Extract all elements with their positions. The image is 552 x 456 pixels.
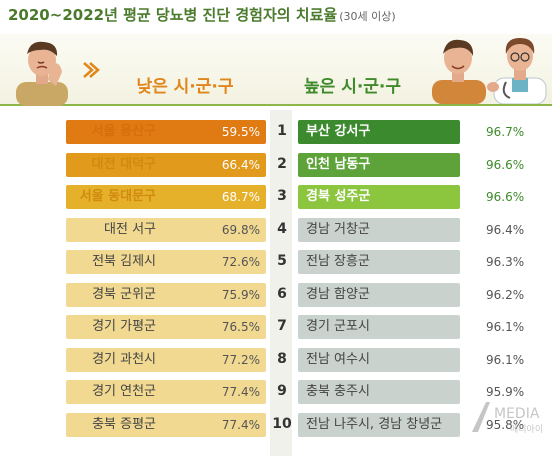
low-region-name: 경기 과천시 (92, 351, 156, 367)
low-value-label: 66.4% (221, 157, 260, 172)
high-header: 높은 시·군·구 (304, 77, 402, 97)
rank-number: 4 (277, 220, 287, 237)
rank-number: 2 (277, 155, 287, 172)
high-region-name: 전남 장흥군 (306, 254, 370, 269)
low-value-label: 77.4% (221, 417, 260, 432)
watermark-sub: 메디아이 (510, 424, 543, 435)
rank-number: 7 (277, 318, 287, 334)
high-bar (298, 380, 460, 404)
low-region-name: 대전 대덕구 (91, 156, 156, 172)
rank-number: 10 (272, 415, 292, 432)
low-region-name: 전북 김제시 (92, 254, 156, 269)
low-value-label: 75.9% (221, 287, 260, 302)
high-bar (298, 217, 460, 242)
low-value-label: 72.6% (221, 255, 260, 269)
low-header: 낮은 시·군·구 (136, 77, 234, 97)
high-region-name: 부산 강서구 (306, 124, 371, 139)
high-bar (298, 412, 460, 437)
chart-title: 2020~2022년 평균 당뇨병 진단 경험자의 치료율 (30세 이상) (8, 4, 548, 26)
high-bar (298, 347, 460, 372)
rank-number: 1 (277, 123, 287, 139)
high-value-label: 96.2% (486, 287, 525, 302)
chart-title-sub: (30세 이상) (339, 10, 396, 23)
watermark-text: MEDIA (494, 406, 540, 422)
high-value-label: 95.9% (486, 385, 525, 399)
low-bar (66, 412, 266, 437)
rank-number: 5 (277, 253, 287, 269)
low-region-name: 충북 증평군 (92, 416, 156, 432)
low-region-name: 경기 연천군 (92, 384, 156, 399)
high-value-label: 96.3% (486, 255, 525, 269)
media-watermark: MEDIA 메디아이 (472, 402, 543, 435)
high-region-name: 전남 나주시, 경남 창녕군 (306, 416, 443, 432)
double-arrow-icon (83, 62, 100, 78)
frustrated-man-icon (16, 41, 68, 106)
high-region-name: 충북 충주시 (306, 384, 370, 399)
high-value-label: 96.4% (486, 222, 525, 237)
high-region-name: 경남 함양군 (306, 286, 370, 302)
high-bar (298, 185, 460, 209)
low-bar (66, 152, 266, 177)
high-bar (298, 250, 460, 274)
low-region-name: 서울 용산구 (91, 124, 156, 139)
high-value-label: 96.6% (486, 157, 525, 172)
high-region-name: 인천 남동구 (306, 156, 371, 172)
high-bar (298, 315, 460, 339)
doctor-icon (493, 38, 547, 104)
high-bar (298, 120, 460, 144)
high-bar (298, 282, 460, 307)
high-bar (298, 152, 460, 177)
low-value-label: 76.5% (221, 320, 260, 334)
low-region-name: 경북 군위군 (92, 286, 156, 302)
high-value-label: 96.6% (486, 190, 525, 204)
rank-number: 6 (277, 285, 287, 302)
low-bar (66, 380, 266, 404)
low-bar (66, 120, 266, 144)
rank-number: 8 (277, 350, 287, 367)
low-bar (66, 347, 266, 372)
high-region-name: 전남 여수시 (306, 351, 370, 367)
low-region-name: 서울 동대문구 (79, 189, 156, 204)
high-value-label: 96.7% (486, 125, 525, 139)
chart-title-main: 2020~2022년 평균 당뇨병 진단 경험자의 치료율 (8, 6, 338, 24)
low-region-name: 대전 서구 (104, 221, 156, 237)
rank-divider (270, 110, 292, 456)
low-bar (66, 315, 266, 339)
hand-icon (487, 82, 499, 92)
high-region-name: 경남 거창군 (306, 221, 370, 237)
high-value-label: 96.1% (486, 352, 525, 367)
low-bar (66, 250, 266, 274)
rank-number: 9 (277, 383, 287, 399)
low-bar (66, 282, 266, 307)
low-value-label: 77.4% (221, 385, 260, 399)
low-bar (66, 185, 266, 209)
rank-number: 3 (277, 188, 287, 204)
low-bar (66, 217, 266, 242)
low-region-name: 경기 가평군 (92, 319, 156, 334)
high-value-label: 95.8% (486, 417, 525, 432)
low-value-label: 77.2% (221, 352, 260, 367)
low-value-label: 69.8% (221, 222, 260, 237)
low-value-label: 68.7% (221, 190, 260, 204)
high-region-name: 경북 성주군 (306, 189, 371, 204)
patient-man-icon (432, 39, 486, 104)
high-region-name: 경기 군포시 (306, 319, 370, 334)
high-value-label: 96.1% (486, 320, 525, 334)
low-value-label: 59.5% (221, 125, 260, 139)
